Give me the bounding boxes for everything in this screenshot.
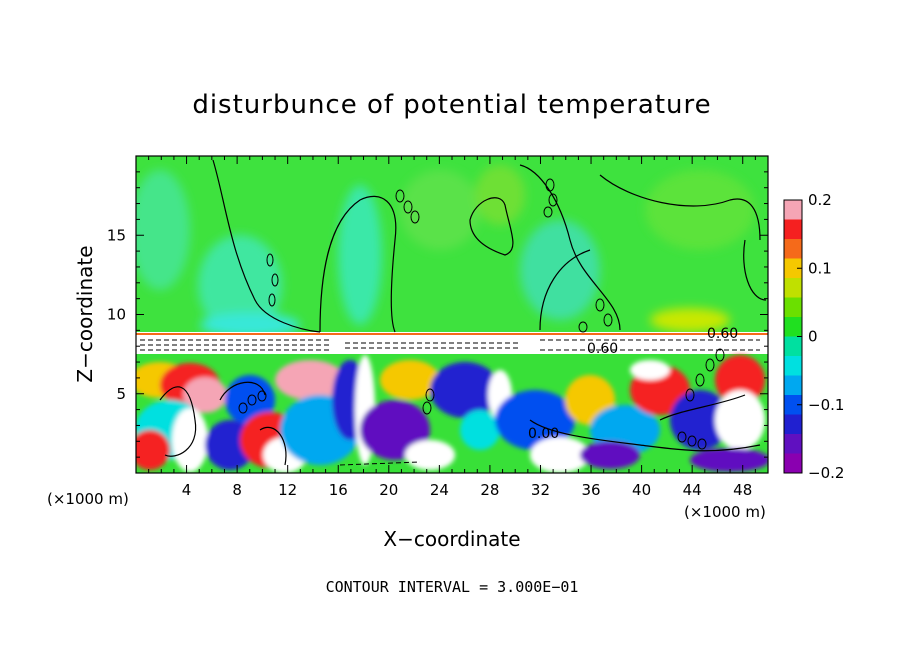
x-axis-label: X−coordinate — [383, 527, 520, 551]
contour-lines — [159, 159, 767, 466]
x-tick-label: 4 — [182, 481, 192, 499]
lower-layer-eddies — [136, 355, 768, 473]
contour-label-group: 0.60 0.60 0.00 — [528, 326, 738, 442]
colorbar-swatch — [784, 278, 802, 298]
x-tick-label: 20 — [379, 481, 398, 499]
colorbar-swatch — [784, 219, 802, 240]
contour-label: 0.60 — [707, 326, 738, 342]
colorbar-swatch — [784, 434, 802, 454]
interface-contours — [140, 339, 760, 466]
x-tick-label: 24 — [430, 481, 449, 499]
colorbar-tick-label: 0 — [808, 328, 818, 346]
chart-title: disturbunce of potential temperature — [192, 90, 711, 120]
y-tick-label: 5 — [116, 385, 126, 403]
upper-layer-variations — [136, 165, 755, 337]
x-tick-label: 48 — [733, 481, 752, 499]
x-unit-right: (×1000 m) — [684, 503, 766, 521]
colorbar-tick-label: −0.2 — [808, 464, 844, 482]
x-axis-ticks: 4 8 12 16 20 24 28 32 36 40 44 48 — [148, 156, 756, 499]
x-tick-label: 28 — [480, 481, 499, 499]
x-tick-label: 8 — [232, 481, 242, 499]
small-contour-loops — [238, 178, 725, 450]
x-unit-left: (×1000 m) — [47, 490, 129, 508]
x-tick-label: 16 — [329, 481, 348, 499]
colorbar-swatch — [784, 317, 802, 337]
y-tick-label: 15 — [107, 226, 126, 244]
colorbar-swatch — [784, 395, 802, 415]
colorbar-swatch — [784, 336, 802, 357]
x-tick-label: 40 — [632, 481, 651, 499]
contour-label: 0.00 — [528, 426, 559, 442]
x-tick-label: 44 — [683, 481, 702, 499]
contour-interval-note: CONTOUR INTERVAL = 3.000E−01 — [326, 578, 579, 596]
colorbar-swatch — [784, 297, 802, 318]
colorbar-swatch — [784, 200, 802, 220]
colorbar-swatch — [784, 375, 802, 396]
x-tick-label: 32 — [531, 481, 550, 499]
colorbar-tick-label: −0.1 — [808, 396, 844, 414]
colorbar-swatch — [784, 453, 802, 474]
colorbar-tick-label: 0.2 — [808, 191, 832, 209]
colorbar-swatch — [784, 258, 802, 279]
y-axis-label: Z−coordinate — [73, 245, 97, 382]
colorbar — [784, 200, 802, 474]
x-tick-label: 36 — [581, 481, 600, 499]
heatmap-field: 0.60 0.60 0.00 — [136, 156, 768, 473]
contour-label: 0.60 — [587, 341, 618, 357]
colorbar-swatch — [784, 356, 802, 376]
colorbar-swatch — [784, 239, 802, 259]
colorbar-tick-label: 0.1 — [808, 259, 832, 277]
colorbar-ticks: 0.2 0.1 0 −0.1 −0.2 — [797, 191, 844, 482]
y-axis-ticks: 5 10 15 — [107, 171, 768, 458]
y-tick-label: 10 — [107, 306, 126, 324]
x-tick-label: 12 — [278, 481, 297, 499]
colorbar-swatch — [784, 414, 802, 435]
